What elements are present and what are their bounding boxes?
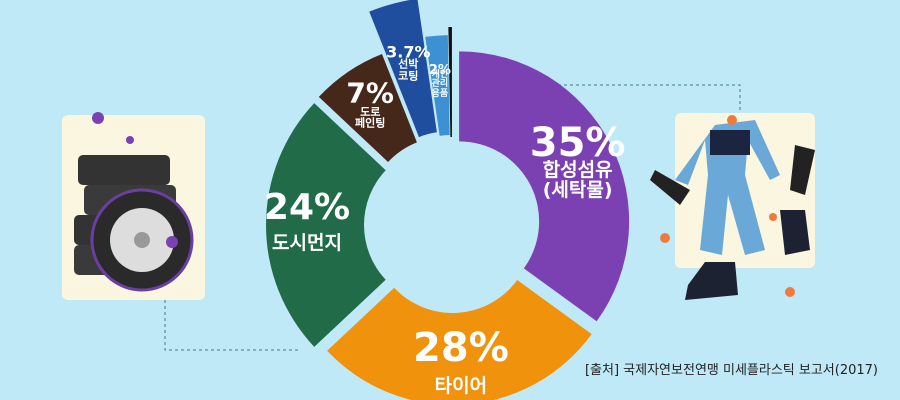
donut-segment (327, 280, 592, 400)
category-label: 도로 페인팅 (355, 105, 386, 130)
decoration (62, 84, 815, 351)
category-label: 타이어 (434, 374, 488, 397)
value-label: 3.7% (386, 42, 431, 62)
donut-segment (318, 54, 417, 162)
category-label: 도시먼지 (272, 231, 342, 254)
category-label: 합성섬유 (세탁물) (542, 159, 613, 202)
value-label: 2% (428, 62, 451, 78)
donut-segment (265, 103, 386, 347)
donut-segment (369, 0, 437, 138)
value-label: 24% (263, 186, 351, 228)
source-note: [출처] 국제자연보전연맹 미세플라스틱 보고서(2017) (584, 363, 878, 378)
value-label: 28% (413, 325, 509, 372)
donut-segment (448, 27, 452, 138)
value-label: 7% (346, 75, 394, 109)
category-label: 개인 관리 용품 (431, 69, 449, 99)
donut-segment (459, 51, 630, 322)
category-label: 선박 코팅 (398, 57, 419, 83)
value-label: 35% (529, 119, 626, 166)
donut-segment (425, 35, 450, 136)
